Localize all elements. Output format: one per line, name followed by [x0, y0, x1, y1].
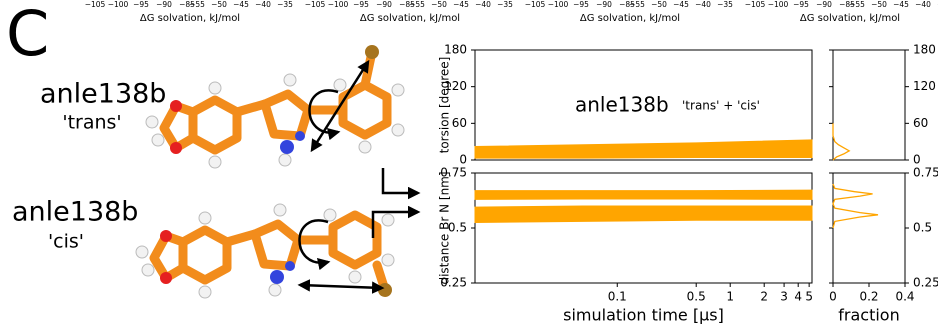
- y-tick-label: 0: [913, 153, 921, 167]
- annotation: anle138b: [575, 93, 669, 117]
- x-tick-label: 0.2: [859, 290, 878, 304]
- band: [475, 190, 812, 199]
- plot-frame: [833, 50, 905, 160]
- top-tick-label: −90: [376, 0, 392, 9]
- y-tick-label: 0.5: [913, 221, 932, 235]
- top-tick-label: −35: [717, 0, 733, 9]
- top-tick-label: −40: [695, 0, 711, 9]
- x-tick-label: 1: [726, 290, 734, 304]
- top-tick-label: −100: [768, 0, 789, 9]
- top-tick-label: −50: [211, 0, 227, 9]
- x-tick-label: 0: [829, 290, 837, 304]
- top-tick-label: −105: [525, 0, 546, 9]
- top-tick-label: −45: [453, 0, 469, 9]
- conformer-label: 'cis': [48, 231, 84, 253]
- top-tick-label: −105: [305, 0, 326, 9]
- top-tick-label: −40: [915, 0, 931, 9]
- molecule-trans: [146, 45, 404, 168]
- band: [475, 140, 812, 158]
- annotation-sub: 'trans' + 'cis': [682, 99, 760, 113]
- top-tick-label: −40: [475, 0, 491, 9]
- top-tick-label: −100: [108, 0, 129, 9]
- top-tick-label: −55: [849, 0, 865, 9]
- top-tick-label: −35: [497, 0, 513, 9]
- histogram-line: [833, 184, 878, 228]
- top-tick-label: −45: [893, 0, 909, 9]
- top-axis-label: ΔG solvation, kJ/mol: [140, 13, 240, 24]
- top-tick-label: −55: [189, 0, 205, 9]
- x-tick-label: 0.1: [608, 290, 627, 304]
- x-tick-label: 0.4: [895, 290, 914, 304]
- x-tick-label: 2: [760, 290, 768, 304]
- x-tick-label: 0.5: [687, 290, 706, 304]
- y-tick-label: 0.25: [913, 276, 938, 290]
- top-tick-label: −50: [871, 0, 887, 9]
- top-tick-label: −45: [673, 0, 689, 9]
- y-tick-label: 0.75: [913, 166, 938, 180]
- band: [475, 206, 812, 223]
- top-tick-label: −55: [409, 0, 425, 9]
- x-tick-label: 5: [805, 290, 813, 304]
- conformer-label: 'trans': [62, 112, 121, 134]
- top-tick-label: −95: [353, 0, 369, 9]
- top-tick-label: −95: [133, 0, 149, 9]
- molecule-name: anle138b: [12, 197, 138, 228]
- histogram-line: [833, 123, 849, 160]
- top-tick-label: −55: [629, 0, 645, 9]
- top-tick-label: −105: [745, 0, 766, 9]
- plot-frame: [475, 173, 812, 283]
- top-tick-label: −90: [816, 0, 832, 9]
- top-axis-label: ΔG solvation, kJ/mol: [800, 13, 900, 24]
- y-tick-label: 180: [444, 43, 467, 57]
- molecule-name: anle138b: [40, 79, 166, 110]
- y-tick-label: 60: [452, 116, 467, 130]
- top-tick-label: −45: [233, 0, 249, 9]
- x-tick-label: 3: [780, 290, 788, 304]
- top-tick-label: −90: [596, 0, 612, 9]
- y-tick-label: 180: [913, 43, 936, 57]
- top-axis-label: ΔG solvation, kJ/mol: [360, 13, 460, 24]
- top-tick-label: −35: [277, 0, 293, 9]
- panel-letter: C: [6, 0, 49, 70]
- top-tick-label: −95: [793, 0, 809, 9]
- y-axis-label: torsion [degree]: [438, 57, 452, 154]
- top-tick-label: −50: [431, 0, 447, 9]
- molecule-cis: [136, 204, 394, 298]
- pointer-arrow: [383, 168, 418, 193]
- top-tick-label: −95: [573, 0, 589, 9]
- top-tick-label: −105: [85, 0, 106, 9]
- top-tick-label: −40: [255, 0, 271, 9]
- y-tick-label: 60: [913, 116, 928, 130]
- top-tick-label: −100: [328, 0, 349, 9]
- y-tick-label: 0: [459, 153, 467, 167]
- x-axis-label: fraction: [838, 306, 899, 325]
- top-tick-label: −90: [156, 0, 172, 9]
- x-axis-label: simulation time [μs]: [563, 306, 724, 325]
- y-tick-label: 120: [913, 79, 936, 93]
- x-tick-label: 4: [794, 290, 802, 304]
- top-axis-label: ΔG solvation, kJ/mol: [580, 13, 680, 24]
- top-tick-label: −50: [651, 0, 667, 9]
- y-axis-label: distance Br N [nm]: [438, 171, 452, 284]
- top-tick-label: −100: [548, 0, 569, 9]
- figure: C anle138b 'trans' anle138b 'cis' −105−1…: [0, 0, 938, 327]
